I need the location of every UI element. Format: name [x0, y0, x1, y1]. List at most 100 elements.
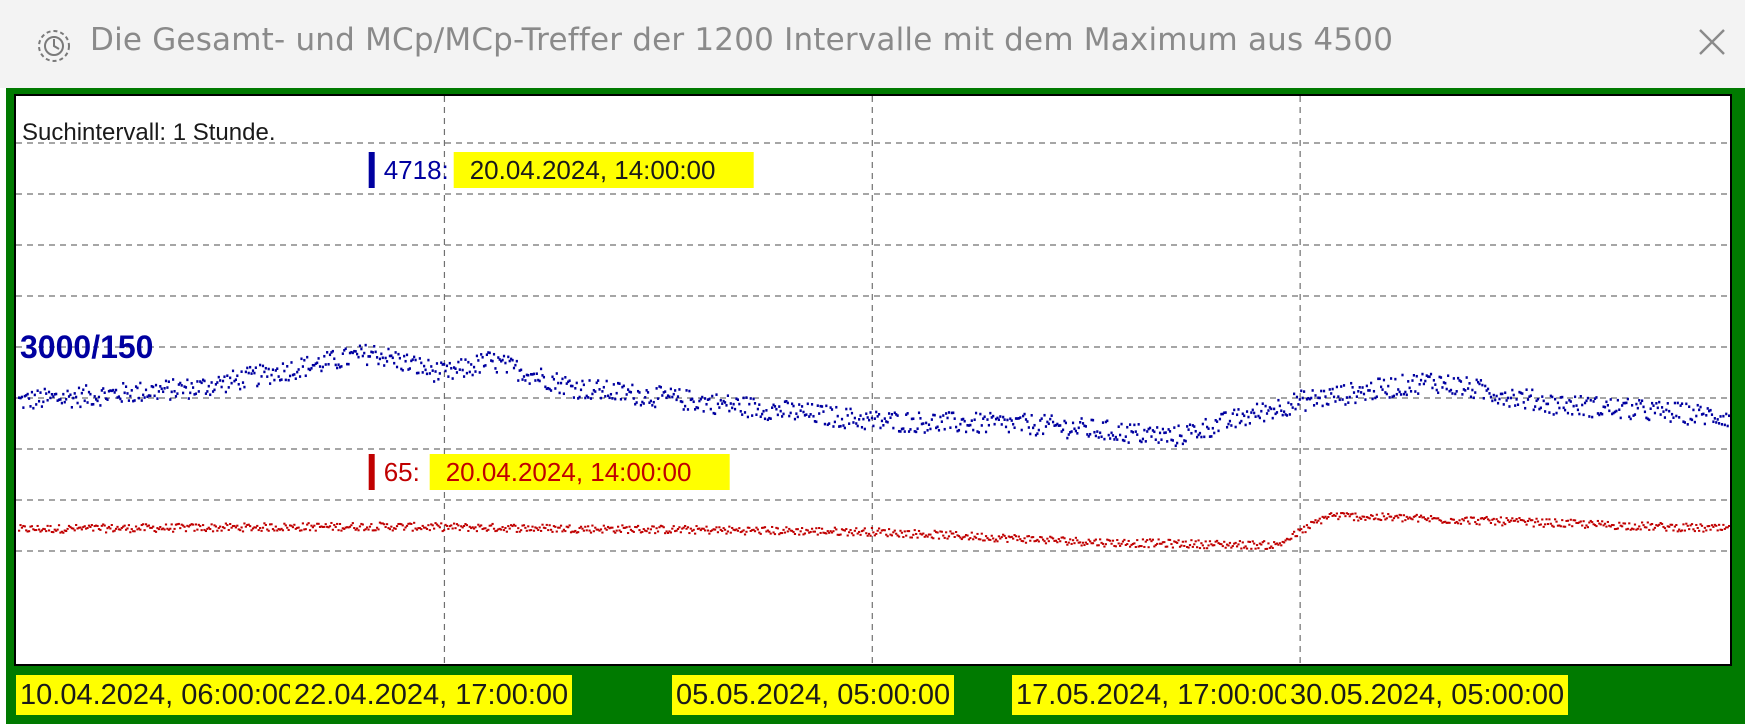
data-point-mcp [616, 525, 620, 528]
data-point-mcp [818, 527, 821, 530]
data-point-mcp [1174, 541, 1177, 544]
data-point-total [1655, 402, 1658, 405]
data-point-mcp [420, 528, 423, 531]
data-point-mcp [278, 528, 282, 531]
data-point-total [564, 376, 567, 379]
data-point-mcp [1388, 515, 1391, 518]
data-point-total [771, 406, 774, 409]
data-point-mcp [1412, 515, 1416, 518]
data-point-mcp [631, 529, 634, 532]
data-point-mcp [130, 528, 133, 531]
data-point-mcp [1111, 539, 1115, 542]
data-point-total [746, 415, 749, 419]
data-point-total [1397, 388, 1400, 391]
data-point-total [1250, 411, 1253, 414]
data-point-total [1401, 373, 1404, 377]
data-point-total [1060, 430, 1063, 433]
data-point-total [227, 386, 230, 389]
data-point-total [236, 374, 239, 378]
data-point-mcp [1138, 545, 1142, 548]
data-point-mcp [1391, 519, 1394, 522]
data-point-mcp [1692, 528, 1695, 531]
data-point-mcp [1726, 526, 1729, 529]
data-point-mcp [1573, 519, 1577, 522]
data-point-total [237, 382, 240, 386]
data-point-total [692, 400, 695, 404]
data-point-total [393, 361, 396, 365]
data-point-mcp [1618, 521, 1621, 524]
data-point-mcp [430, 523, 433, 526]
data-point-total [895, 413, 898, 416]
data-point-mcp [1136, 539, 1139, 542]
data-point-mcp [940, 530, 943, 533]
data-point-mcp [1693, 530, 1696, 533]
data-point-mcp [55, 529, 58, 532]
data-point-mcp [823, 532, 826, 535]
data-point-total [1414, 390, 1417, 393]
data-point-mcp [520, 529, 523, 532]
data-point-total [676, 395, 680, 398]
data-point-mcp [1283, 541, 1286, 544]
data-point-total [661, 394, 664, 397]
data-point-total [604, 395, 607, 398]
data-point-mcp [1347, 512, 1350, 515]
data-point-total [1579, 395, 1582, 398]
data-point-total [368, 355, 372, 358]
data-point-mcp [809, 530, 812, 533]
data-point-total [983, 415, 986, 419]
data-point-mcp [977, 538, 981, 541]
data-point-total [1267, 409, 1270, 412]
data-point-mcp [244, 525, 247, 528]
data-point-total [160, 387, 163, 391]
data-point-mcp [183, 525, 186, 528]
data-point-total [1301, 396, 1304, 400]
data-point-mcp [855, 527, 858, 530]
data-point-total [1478, 382, 1481, 386]
data-point-mcp [966, 534, 969, 537]
data-point-mcp [601, 531, 604, 534]
data-point-total [788, 414, 791, 418]
data-point-mcp [578, 527, 581, 530]
data-point-mcp [253, 526, 256, 529]
data-point-mcp [930, 536, 933, 539]
data-point-mcp [134, 525, 138, 528]
data-point-mcp [233, 524, 236, 527]
data-point-mcp [1365, 516, 1368, 519]
data-point-total [1168, 430, 1172, 433]
data-point-mcp [1040, 536, 1043, 539]
data-point-total [423, 364, 426, 368]
data-point-total [1295, 395, 1299, 399]
data-point-total [344, 347, 347, 351]
data-point-total [1459, 380, 1463, 383]
data-point-mcp [1337, 518, 1340, 521]
data-point-mcp [1572, 519, 1575, 522]
data-point-total [1495, 394, 1498, 398]
data-point-total [1539, 406, 1542, 410]
data-point-total [1653, 411, 1657, 415]
data-point-mcp [1626, 527, 1629, 530]
data-point-mcp [980, 532, 983, 535]
data-point-total [129, 394, 132, 398]
data-point-mcp [334, 525, 337, 528]
data-point-total [1345, 396, 1348, 399]
data-point-mcp [712, 528, 715, 531]
data-point-mcp [1231, 545, 1234, 548]
data-point-mcp [1471, 516, 1474, 519]
data-point-total [935, 426, 938, 430]
close-icon[interactable] [1690, 20, 1734, 64]
data-point-total [845, 407, 848, 411]
data-point-total [825, 404, 828, 408]
data-point-total [152, 385, 155, 389]
data-point-mcp [200, 529, 203, 532]
data-point-total [1728, 414, 1730, 418]
data-point-total [1140, 440, 1143, 444]
data-point-total [1698, 408, 1701, 412]
data-point-mcp [759, 532, 762, 535]
data-point-mcp [237, 528, 240, 531]
data-point-mcp [910, 536, 913, 539]
data-point-mcp [815, 527, 818, 530]
data-point-total [1700, 413, 1704, 416]
data-point-mcp [1449, 517, 1453, 520]
data-point-total [413, 355, 416, 359]
data-point-total [1660, 406, 1664, 409]
